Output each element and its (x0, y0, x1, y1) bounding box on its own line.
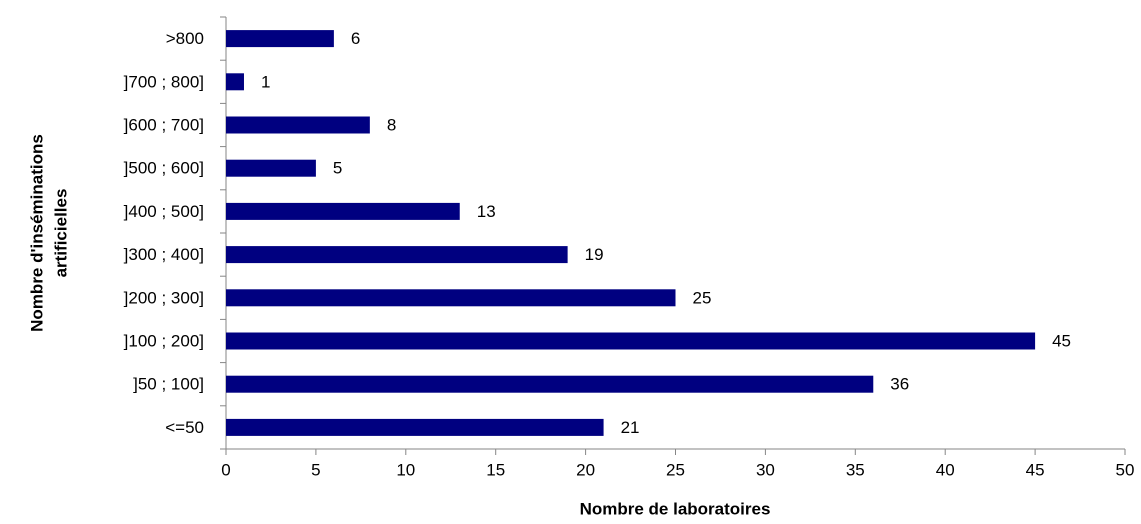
y-tick-label: <=50 (165, 418, 204, 437)
bar (226, 289, 676, 307)
bar (226, 418, 604, 436)
x-tick-label: 40 (936, 460, 955, 479)
y-tick-label: ]50 ; 100] (133, 375, 204, 394)
data-label: 1 (261, 72, 270, 91)
bar (226, 73, 244, 91)
bar (226, 159, 316, 177)
data-label: 8 (387, 115, 396, 134)
x-tick-label: 25 (666, 460, 685, 479)
data-label: 6 (351, 29, 360, 48)
x-axis-label: Nombre de laboratoires (580, 499, 771, 518)
data-label: 25 (693, 288, 712, 307)
y-axis-label: Nombre d'inséminations (27, 134, 46, 332)
bar (226, 30, 334, 48)
x-tick-label: 20 (576, 460, 595, 479)
data-label: 19 (585, 245, 604, 264)
y-axis-label: artificielles (51, 189, 70, 278)
x-tick-label: 0 (221, 460, 230, 479)
x-tick-label: 35 (846, 460, 865, 479)
y-tick-label: ]600 ; 700] (124, 115, 204, 134)
data-label: 21 (621, 418, 640, 437)
bar (226, 375, 874, 393)
x-tick-label: 45 (1026, 460, 1045, 479)
y-tick-label: ]200 ; 300] (124, 288, 204, 307)
bar (226, 332, 1036, 350)
y-tick-label: ]400 ; 500] (124, 202, 204, 221)
data-label: 36 (890, 375, 909, 394)
bar (226, 116, 370, 134)
data-label: 45 (1052, 331, 1071, 350)
y-tick-label: ]300 ; 400] (124, 245, 204, 264)
x-tick-label: 50 (1116, 460, 1135, 479)
y-tick-label: ]700 ; 800] (124, 72, 204, 91)
x-tick-label: 5 (311, 460, 320, 479)
y-tick-label: >800 (166, 29, 204, 48)
bar (226, 202, 460, 220)
x-tick-label: 10 (396, 460, 415, 479)
x-tick-label: 30 (756, 460, 775, 479)
y-tick-label: ]100 ; 200] (124, 331, 204, 350)
data-label: 13 (477, 202, 496, 221)
y-tick-label: ]500 ; 600] (124, 159, 204, 178)
bar (226, 246, 568, 264)
data-label: 5 (333, 159, 342, 178)
x-tick-label: 15 (486, 460, 505, 479)
